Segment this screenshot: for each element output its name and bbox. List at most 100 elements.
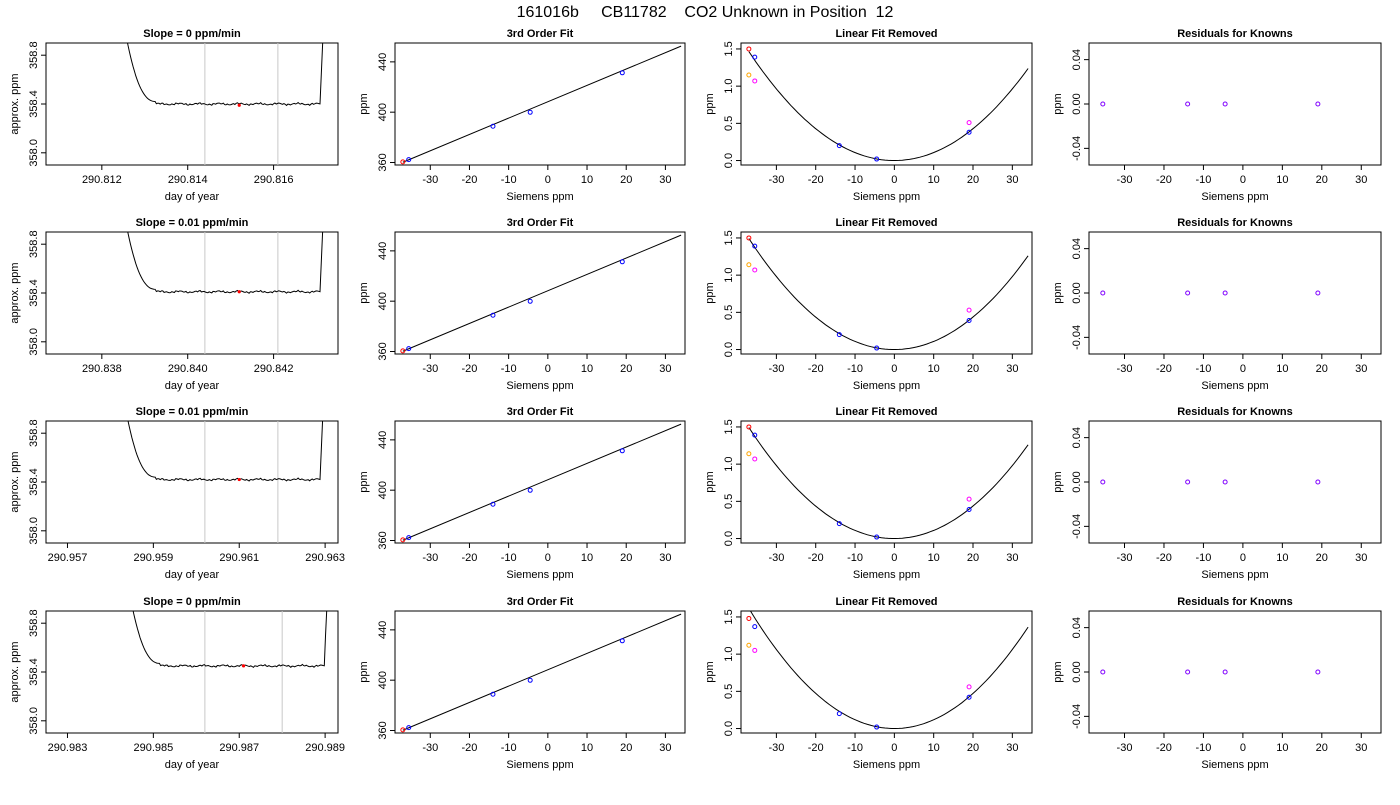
panel-r2-c4: Residuals for Knowns -30 -20 -10 0 10 20 30 -0.0… [1052,217,1382,392]
x-tick-label: 0 [545,174,551,186]
y-tick-label: 0.04 [1071,617,1083,638]
x-tick-label: -20 [462,552,478,564]
x-tick-label: 10 [581,174,593,186]
x-tick-label: -20 [808,552,824,564]
orange-point [746,262,752,268]
plot-area [127,421,324,543]
y-axis-label: ppm [358,661,370,682]
x-tick-label: -10 [1195,742,1211,754]
y-tick-label: 400 [377,671,389,689]
x-axis-label: day of year [165,191,220,203]
y-tick-label: 400 [377,481,389,499]
residual-point [1185,669,1191,675]
x-tick-label: 290.989 [305,742,345,754]
y-tick-label: 358.0 [28,139,40,167]
x-tick-label: 30 [1006,174,1018,186]
x-tick-label: 0 [1240,742,1246,754]
y-tick-label: 0.5 [723,494,735,509]
unknown-point [966,307,972,313]
x-tick-label: -20 [1156,363,1172,375]
y-tick-label: 358.4 [28,658,40,686]
unknown-point [966,120,972,126]
x-tick-label: 20 [967,552,979,564]
signal-trace [127,421,324,482]
y-tick-label: 358.0 [28,517,40,545]
plot-frame [394,420,686,544]
residual-point [1100,669,1106,675]
reference-point [400,727,406,733]
y-tick-label: 358.8 [28,419,40,447]
unknown-point [966,684,972,690]
x-axis-label: day of year [165,380,220,392]
fit-curve [748,238,1029,350]
x-tick-label: -10 [1195,552,1211,564]
y-tick-label: 440 [377,431,389,449]
x-tick-label: 0 [1240,363,1246,375]
x-tick-label: 290.985 [133,742,173,754]
y-tick-label: -0.04 [1071,136,1083,161]
x-tick-label: 10 [1276,363,1288,375]
x-tick-label: -20 [462,174,478,186]
known-point [406,346,412,352]
x-tick-label: -10 [501,363,517,375]
known-point [874,156,880,162]
mean-point [237,477,241,482]
x-tick-label: 30 [659,552,671,564]
x-tick-label: -20 [1156,742,1172,754]
x-axis-label: Siemens ppm [853,380,920,392]
y-tick-label: 400 [377,103,389,121]
y-tick-label: 0.00 [1071,661,1083,682]
x-tick-label: -10 [1195,363,1211,375]
fit-line [402,45,682,163]
plot-frame [1088,231,1382,355]
y-tick-label: 1.5 [723,230,735,245]
panel-r1-c3: Linear Fit Removed -30 -20 -10 0 10 20 30 0.0 0.5… [704,28,1033,203]
x-tick-label: 0 [891,363,897,375]
panel-title: Residuals for Knowns [1177,28,1293,40]
unknown-point [752,78,758,84]
x-axis-label: Siemens ppm [506,759,573,771]
known-point [619,448,625,454]
x-tick-label: 290.959 [133,552,173,564]
plot-frame [740,610,1033,734]
known-point [490,312,496,318]
y-tick-label: 440 [377,621,389,639]
plot-frame [45,42,339,166]
x-tick-label: 10 [581,742,593,754]
plot-frame [1088,420,1382,544]
panel-title: Slope = 0 ppm/min [143,596,241,608]
residual-point [1222,101,1228,107]
x-tick-label: 290.814 [168,174,208,186]
x-tick-label: -30 [1117,363,1133,375]
x-tick-label: 30 [1355,174,1367,186]
x-tick-label: 30 [1355,552,1367,564]
known-point [752,624,758,630]
y-axis-label: approx. ppm [9,641,21,702]
x-tick-label: -10 [1195,174,1211,186]
y-tick-label: 0.0 [723,342,735,357]
residual-point [1315,669,1321,675]
orange-point [746,72,752,78]
residual-point [1100,479,1106,485]
panel-title: Residuals for Knowns [1177,596,1293,608]
y-tick-label: 0.04 [1071,427,1083,448]
panel-title: 3rd Order Fit [507,217,574,229]
known-point [966,129,972,135]
y-tick-label: -0.04 [1071,325,1083,350]
y-axis-label: ppm [704,93,716,114]
panel-title: Linear Fit Removed [835,406,937,418]
y-tick-label: -0.04 [1071,514,1083,539]
x-tick-label: 290.987 [219,742,259,754]
x-tick-label: -20 [462,363,478,375]
y-axis-label: ppm [704,471,716,492]
known-point [619,259,625,265]
x-tick-label: -20 [808,174,824,186]
panel-title: Slope = 0.01 ppm/min [136,217,249,229]
y-axis-label: ppm [704,282,716,303]
figure-title: 161016b CB11782 CO2 Unknown in Position … [517,4,894,21]
panel-title: Linear Fit Removed [835,28,937,40]
y-tick-label: 358.8 [28,41,40,69]
plot-area [746,424,1029,540]
y-tick-label: 358.8 [28,230,40,258]
